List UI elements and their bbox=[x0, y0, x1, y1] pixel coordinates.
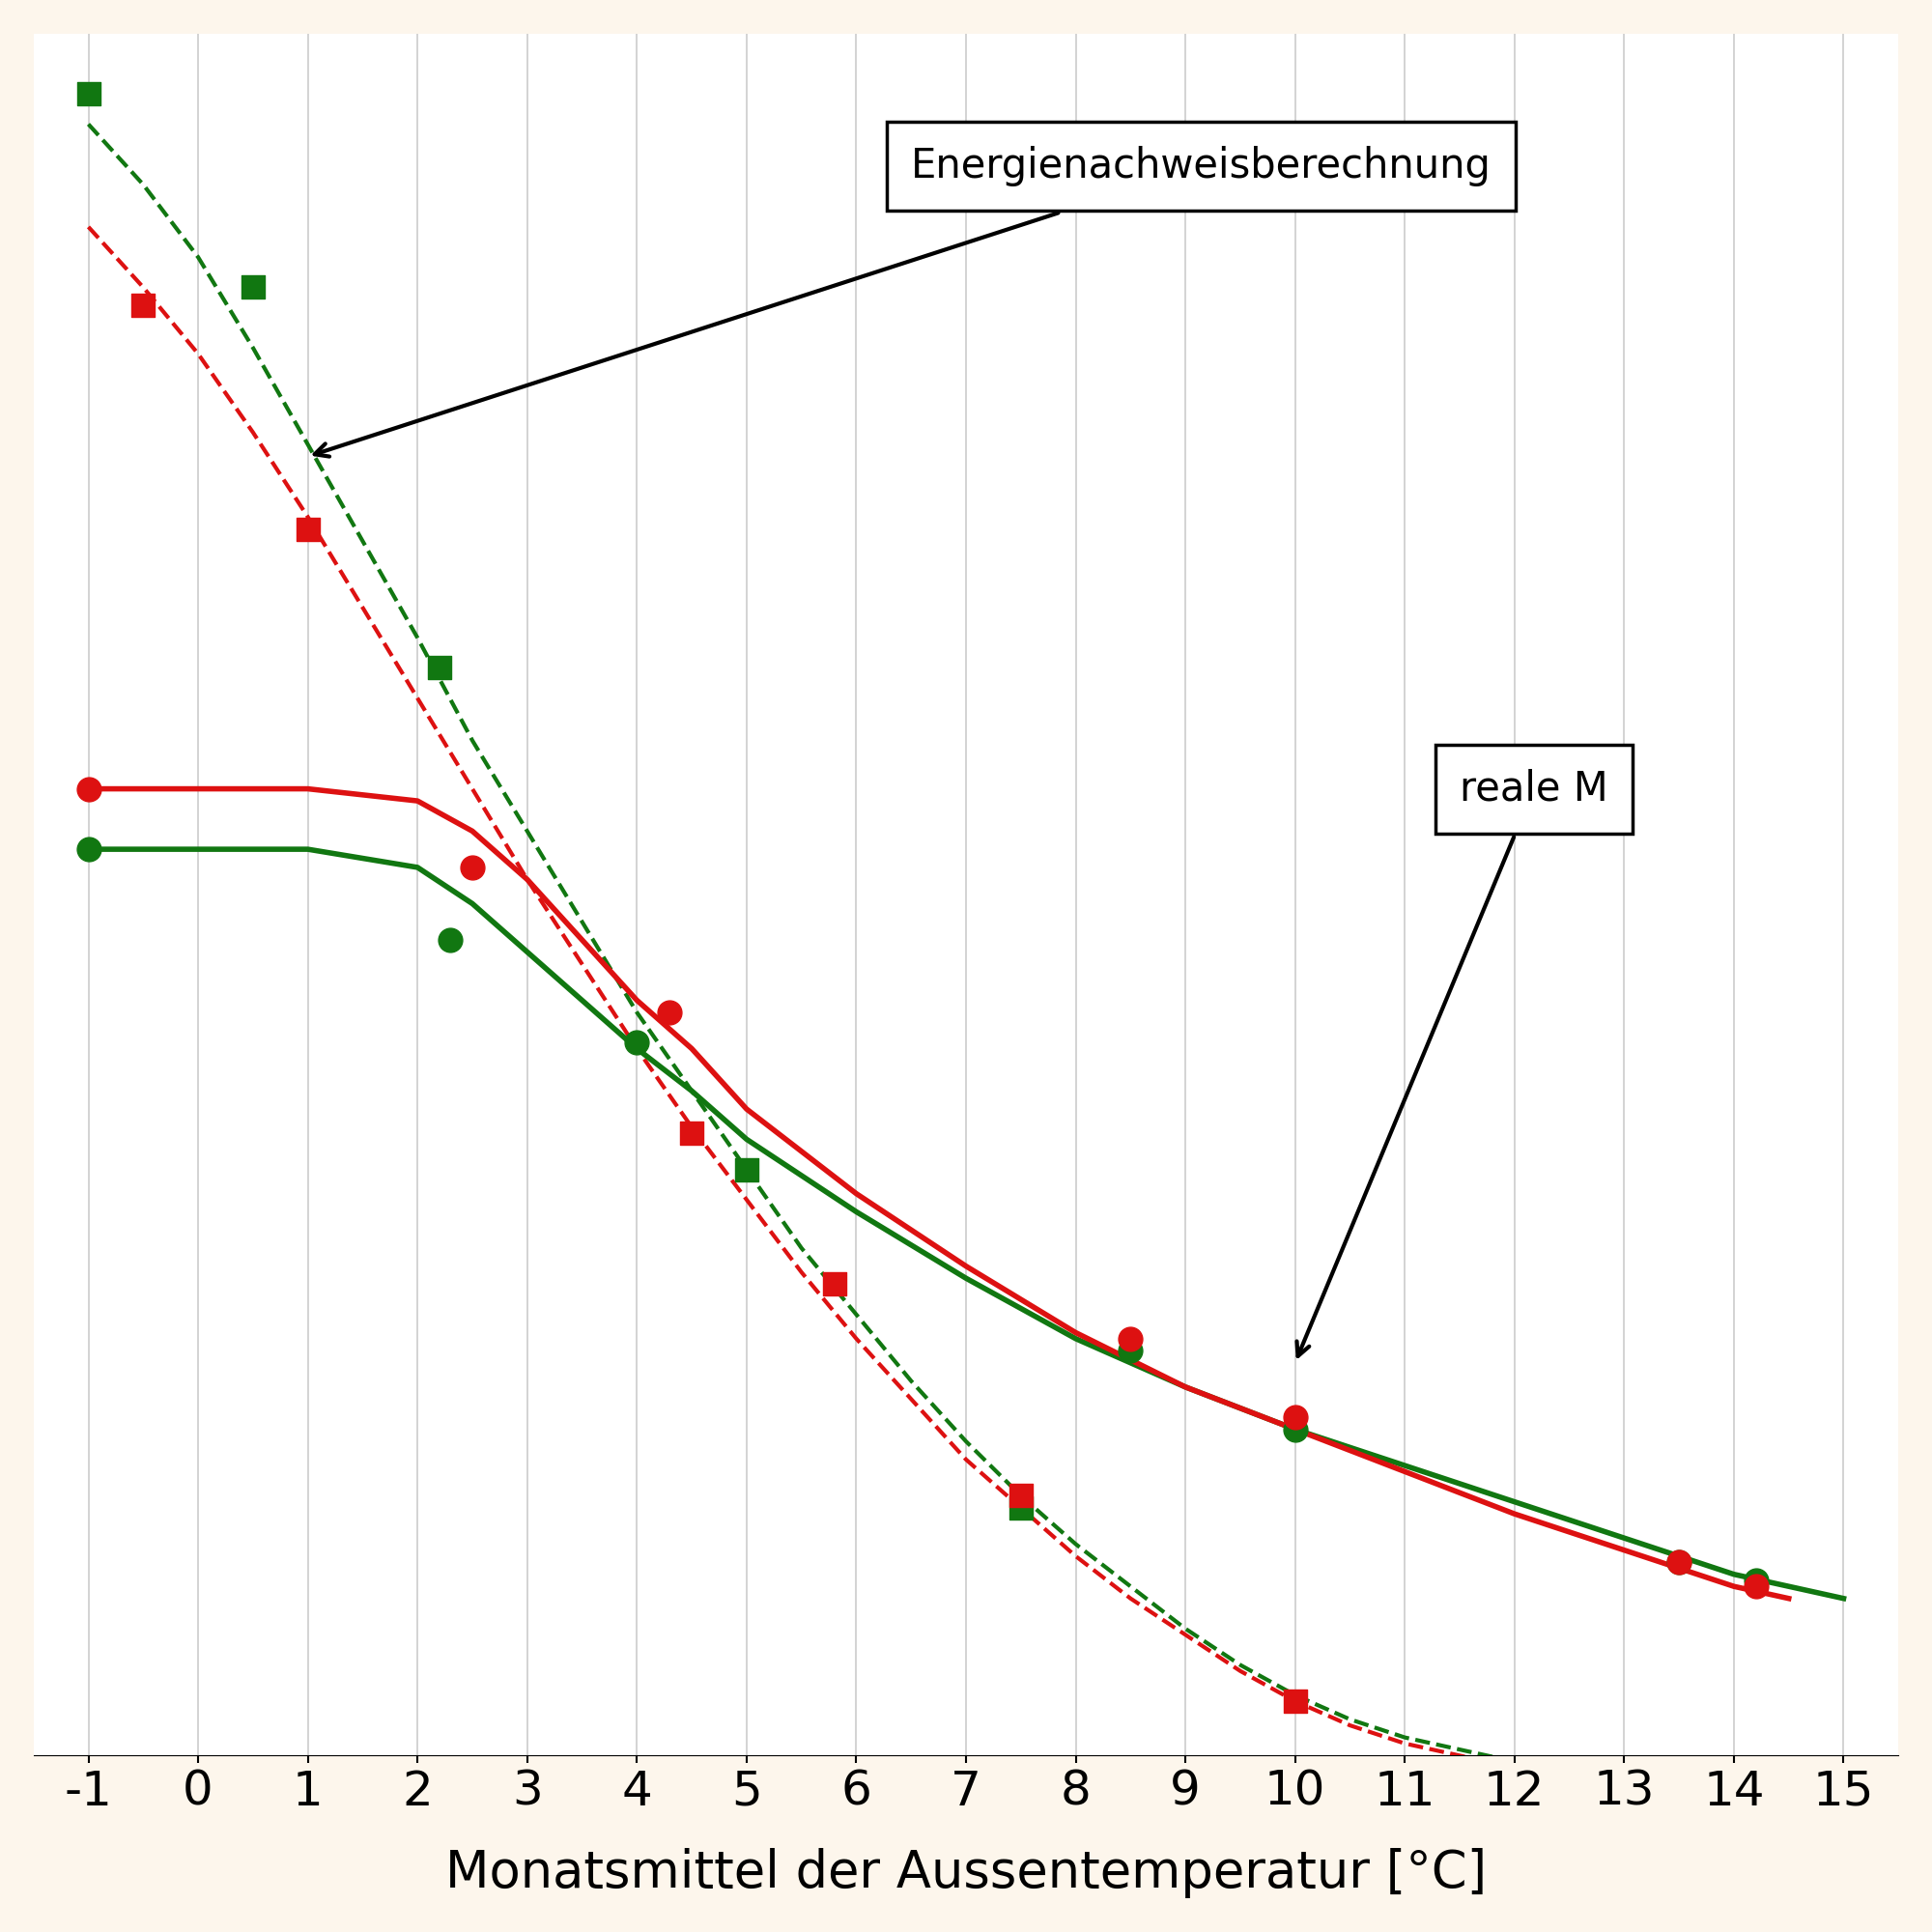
Point bbox=[1115, 1335, 1146, 1366]
Point bbox=[1741, 1565, 1772, 1596]
Point bbox=[238, 272, 269, 303]
Point bbox=[1115, 1323, 1146, 1354]
Point bbox=[73, 773, 104, 804]
Point bbox=[622, 1028, 653, 1059]
Text: reale M: reale M bbox=[1296, 769, 1607, 1356]
Point bbox=[730, 1153, 761, 1184]
Point bbox=[1642, 1764, 1673, 1795]
Point bbox=[73, 835, 104, 866]
Point bbox=[1663, 1548, 1694, 1578]
Point bbox=[128, 290, 158, 321]
Point bbox=[292, 514, 323, 545]
Point bbox=[1741, 1571, 1772, 1602]
Point bbox=[1279, 1403, 1310, 1434]
X-axis label: Monatsmittel der Aussentemperatur [°C]: Monatsmittel der Aussentemperatur [°C] bbox=[444, 1849, 1488, 1899]
Point bbox=[1279, 1687, 1310, 1718]
Point bbox=[655, 997, 686, 1028]
Point bbox=[73, 79, 104, 110]
Point bbox=[1005, 1480, 1036, 1511]
Point bbox=[423, 653, 454, 684]
Point bbox=[1708, 1764, 1739, 1795]
Point bbox=[819, 1269, 850, 1300]
Point bbox=[1663, 1764, 1694, 1795]
Point bbox=[1663, 1548, 1694, 1578]
Point bbox=[1279, 1414, 1310, 1445]
Point bbox=[435, 923, 466, 954]
Text: Energienachweisberechnung: Energienachweisberechnung bbox=[315, 147, 1492, 456]
Point bbox=[456, 852, 487, 883]
Point bbox=[1005, 1492, 1036, 1522]
Point bbox=[676, 1119, 707, 1150]
